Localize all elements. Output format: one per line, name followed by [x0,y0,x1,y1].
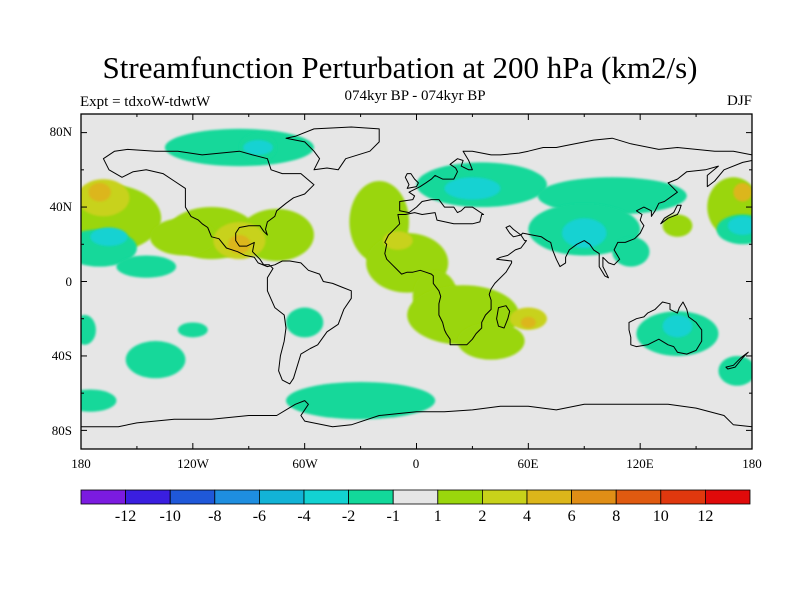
colorbar-label: 1 [433,508,442,525]
coastline-2 [384,137,752,346]
lon-label-60e: 60E [517,456,539,471]
coastline-5 [628,301,703,355]
lon-label-120w: 120W [177,456,209,471]
axis-ticks [80,114,753,449]
subtitle: 074kyr BP - 074kyr BP [344,88,486,104]
field-blob-level--2 [561,218,607,248]
colorbar-swatch [705,489,751,505]
experiment-label: Expt = tdxoW-tdwtW [80,94,211,110]
colorbar-swatch [125,489,171,505]
colorbar-swatch [80,489,126,505]
field-blob-level-4 [382,231,413,250]
field-blob-level-2 [662,214,693,237]
colorbar-label: -4 [297,508,311,525]
colorbar-swatch [258,489,305,505]
field-blob-level-6 [88,182,111,202]
field-blob-level--2 [662,315,693,338]
colorbar-swatch [526,489,572,505]
season-label: DJF [726,93,752,109]
field-blob-level-2 [149,218,218,256]
colorbar-label: -10 [159,508,181,525]
field-blob-level--1 [286,382,436,420]
coastline-6 [660,204,682,225]
colorbar-label: -12 [114,508,137,525]
lon-label-180w: 180 [71,456,91,471]
lat-label-80n: 80N [49,124,72,139]
colorbar-swatch [214,489,260,505]
field-blob-level--1 [81,315,96,345]
colorbar-label: -2 [341,508,356,525]
field-blob-level-2 [457,322,525,360]
colorbar-label: 10 [652,508,669,525]
field-blob-level--1 [81,389,117,412]
colorbar-label: -8 [208,508,222,525]
contour-fields [81,128,752,420]
coastlines [81,126,752,449]
colorbar-label: 6 [567,508,576,525]
coastline-3 [496,305,511,329]
colorbar-label: 8 [612,508,621,525]
coastline-4 [404,173,419,189]
coastline-1 [285,126,380,171]
colorbar-swatch [392,489,439,505]
colorbar-label: 2 [478,508,487,525]
lon-label-60w: 60W [292,456,318,471]
colorbar-label: 4 [523,508,531,525]
coastline-7 [725,351,749,370]
colorbar-label: -1 [386,508,400,525]
field-blob-level-6 [520,316,536,329]
colorbar-swatch [169,489,216,505]
colorbar-swatch [571,489,617,505]
field-blob-level--1 [125,341,186,379]
colorbar-swatch [615,489,662,505]
field-blob-level-6 [228,234,251,254]
page-title: Streamfunction Perturbation at 200 hPa (… [102,50,698,85]
lat-label-0: 0 [65,274,73,289]
field-blob-level--2 [444,177,501,200]
coastline-0 [102,148,352,385]
lon-label-0: 0 [412,456,420,471]
colorbar-label: -6 [252,508,267,525]
field-blob-level-6 [733,182,752,202]
field-blob-level--2 [727,216,752,235]
lat-label-40n: 40N [49,199,72,214]
field-blob-level--2 [243,140,273,155]
colorbar-swatch [437,489,483,505]
field-blob-level--1 [286,307,324,338]
lat-label-80s: 80S [51,423,72,438]
field-blob-level--1 [116,255,177,278]
lon-label-120e: 120E [626,456,654,471]
field-blob-level--1 [612,236,650,267]
lon-label-180e: 180 [742,456,762,471]
coastline-8 [81,400,752,449]
colorbar-swatch [303,489,349,505]
colorbar-swatch [348,489,394,505]
colorbar [80,489,751,505]
field-blob-level--1 [164,128,314,167]
colorbar-swatch [481,489,528,505]
field-blob-level--1 [718,355,752,386]
field-blob-level--2 [90,227,128,247]
lat-label-40s: 40S [51,348,72,363]
field-blob-level--1 [177,322,208,338]
colorbar-swatch [660,489,706,505]
colorbar-label: 12 [697,508,714,525]
